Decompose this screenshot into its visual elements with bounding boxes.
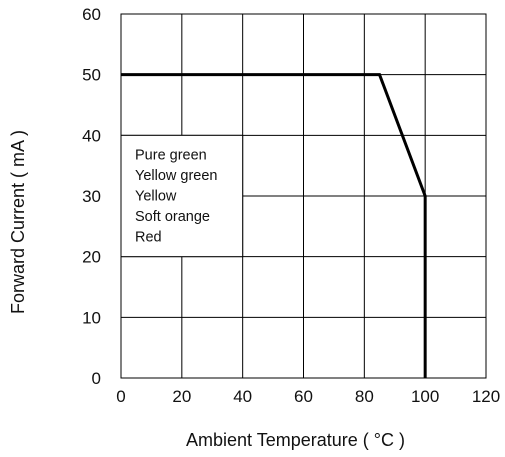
x-tick-label: 20 bbox=[172, 387, 191, 406]
y-axis-label: Forward Current ( mA ) bbox=[8, 130, 28, 314]
x-tick-label: 60 bbox=[294, 387, 313, 406]
y-axis-ticks: 0 10 20 30 40 50 60 bbox=[82, 5, 101, 388]
plot-frame bbox=[120, 13, 487, 379]
legend-entry: Pure green bbox=[135, 147, 207, 163]
x-axis-label: Ambient Temperature ( °C ) bbox=[186, 430, 405, 450]
legend: Pure green Yellow green Yellow Soft orange R… bbox=[135, 147, 218, 245]
x-tick-label: 0 bbox=[116, 387, 125, 406]
x-tick-label: 80 bbox=[355, 387, 374, 406]
y-tick-label: 10 bbox=[82, 308, 101, 327]
y-tick-label: 50 bbox=[82, 66, 101, 85]
legend-entry: Red bbox=[135, 229, 162, 245]
x-tick-label: 100 bbox=[411, 387, 439, 406]
series-line bbox=[121, 73, 427, 378]
series-group bbox=[121, 73, 427, 378]
legend-entry: Soft orange bbox=[135, 209, 210, 225]
y-tick-label: 0 bbox=[92, 369, 101, 388]
x-axis-ticks: 0 20 40 60 80 100 120 bbox=[116, 387, 500, 406]
legend-box bbox=[120, 134, 244, 258]
y-tick-label: 60 bbox=[82, 5, 101, 24]
x-tick-label: 40 bbox=[233, 387, 252, 406]
x-tick-label: 120 bbox=[472, 387, 500, 406]
y-tick-label: 20 bbox=[82, 248, 101, 267]
y-tick-label: 30 bbox=[82, 187, 101, 206]
legend-entry: Yellow green bbox=[135, 168, 218, 184]
y-tick-label: 40 bbox=[82, 126, 101, 145]
plot-border bbox=[120, 13, 487, 379]
legend-entry: Yellow bbox=[135, 188, 177, 204]
